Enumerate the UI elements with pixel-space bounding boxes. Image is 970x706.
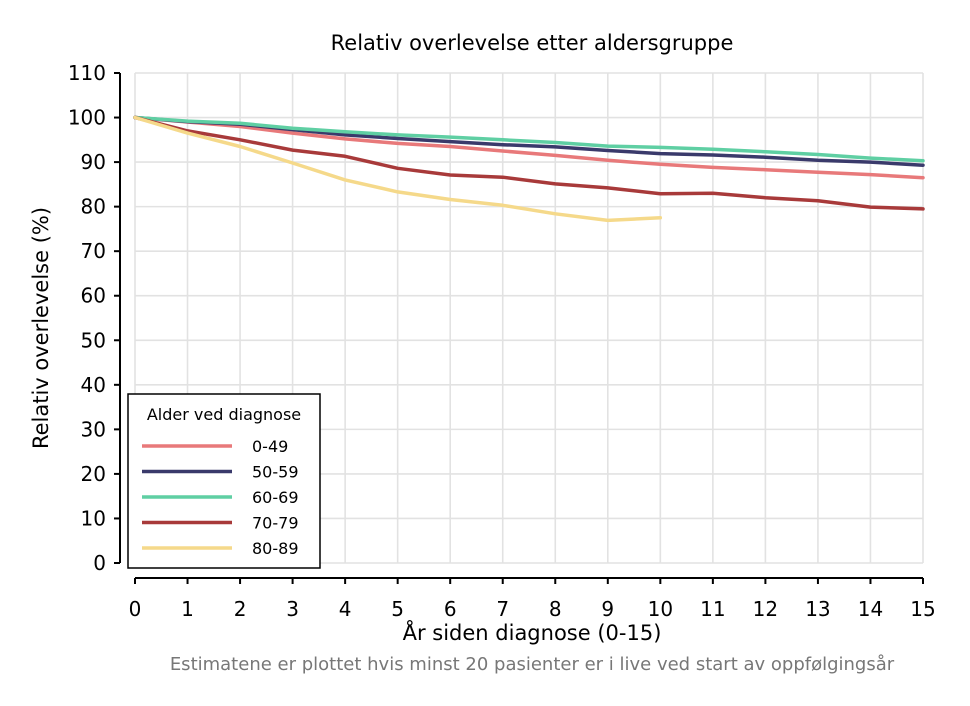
x-tick-label: 15	[910, 597, 935, 621]
y-tick-label: 60	[81, 284, 106, 308]
x-tick-label: 6	[444, 597, 457, 621]
series-line-0-49	[133, 115, 925, 180]
legend-label-60-69: 60-69	[252, 488, 299, 507]
y-tick-label: 50	[81, 328, 106, 352]
x-tick-label: 12	[753, 597, 778, 621]
legend-label-80-89: 80-89	[252, 539, 299, 558]
x-tick-label: 9	[601, 597, 614, 621]
x-tick-label: 7	[496, 597, 509, 621]
x-tick-label: 1	[181, 597, 194, 621]
y-tick-label: 10	[81, 506, 106, 530]
chart-title: Relativ overlevelse etter aldersgruppe	[331, 31, 734, 55]
y-tick-label: 20	[81, 462, 106, 486]
x-tick-label: 8	[549, 597, 562, 621]
footnote: Estimatene er plottet hvis minst 20 pasi…	[170, 654, 895, 675]
x-tick-label: 3	[286, 597, 299, 621]
x-axis-label: År siden diagnose (0-15)	[403, 619, 662, 645]
x-tick-label: 4	[339, 597, 352, 621]
legend-box	[127, 393, 321, 569]
x-tick-label: 2	[234, 597, 247, 621]
legend-label-50-59: 50-59	[252, 463, 299, 482]
legend-items: 0-49 50-59 60-69 70-79 80-89	[142, 437, 299, 558]
x-tick-label: 14	[858, 597, 883, 621]
legend: Alder ved diagnose 0-49 50-59 60-69 70-79 80…	[127, 393, 321, 569]
y-tick-label: 40	[81, 373, 106, 397]
y-axis-label: Relativ overlevelse (%)	[29, 207, 53, 449]
x-tick-label: 10	[648, 597, 673, 621]
legend-label-70-79: 70-79	[252, 514, 299, 533]
y-tick-label: 110	[68, 61, 106, 85]
y-tick-label: 30	[81, 417, 106, 441]
x-tick-label: 13	[805, 597, 830, 621]
legend-label-0-49: 0-49	[252, 437, 288, 456]
series-line-70-79	[133, 115, 925, 211]
series-line-60-69	[133, 115, 925, 163]
x-tick-label: 5	[391, 597, 404, 621]
y-tick-label: 0	[93, 551, 106, 575]
series-line-80-89	[133, 115, 663, 223]
series-lines	[133, 115, 925, 223]
legend-title: Alder ved diagnose	[147, 405, 301, 424]
y-tick-label: 100	[68, 106, 106, 130]
x-tick-label: 11	[700, 597, 725, 621]
y-tick-label: 70	[81, 239, 106, 263]
y-tick-label: 80	[81, 195, 106, 219]
y-tick-label: 90	[81, 150, 106, 174]
x-tick-label: 0	[129, 597, 142, 621]
